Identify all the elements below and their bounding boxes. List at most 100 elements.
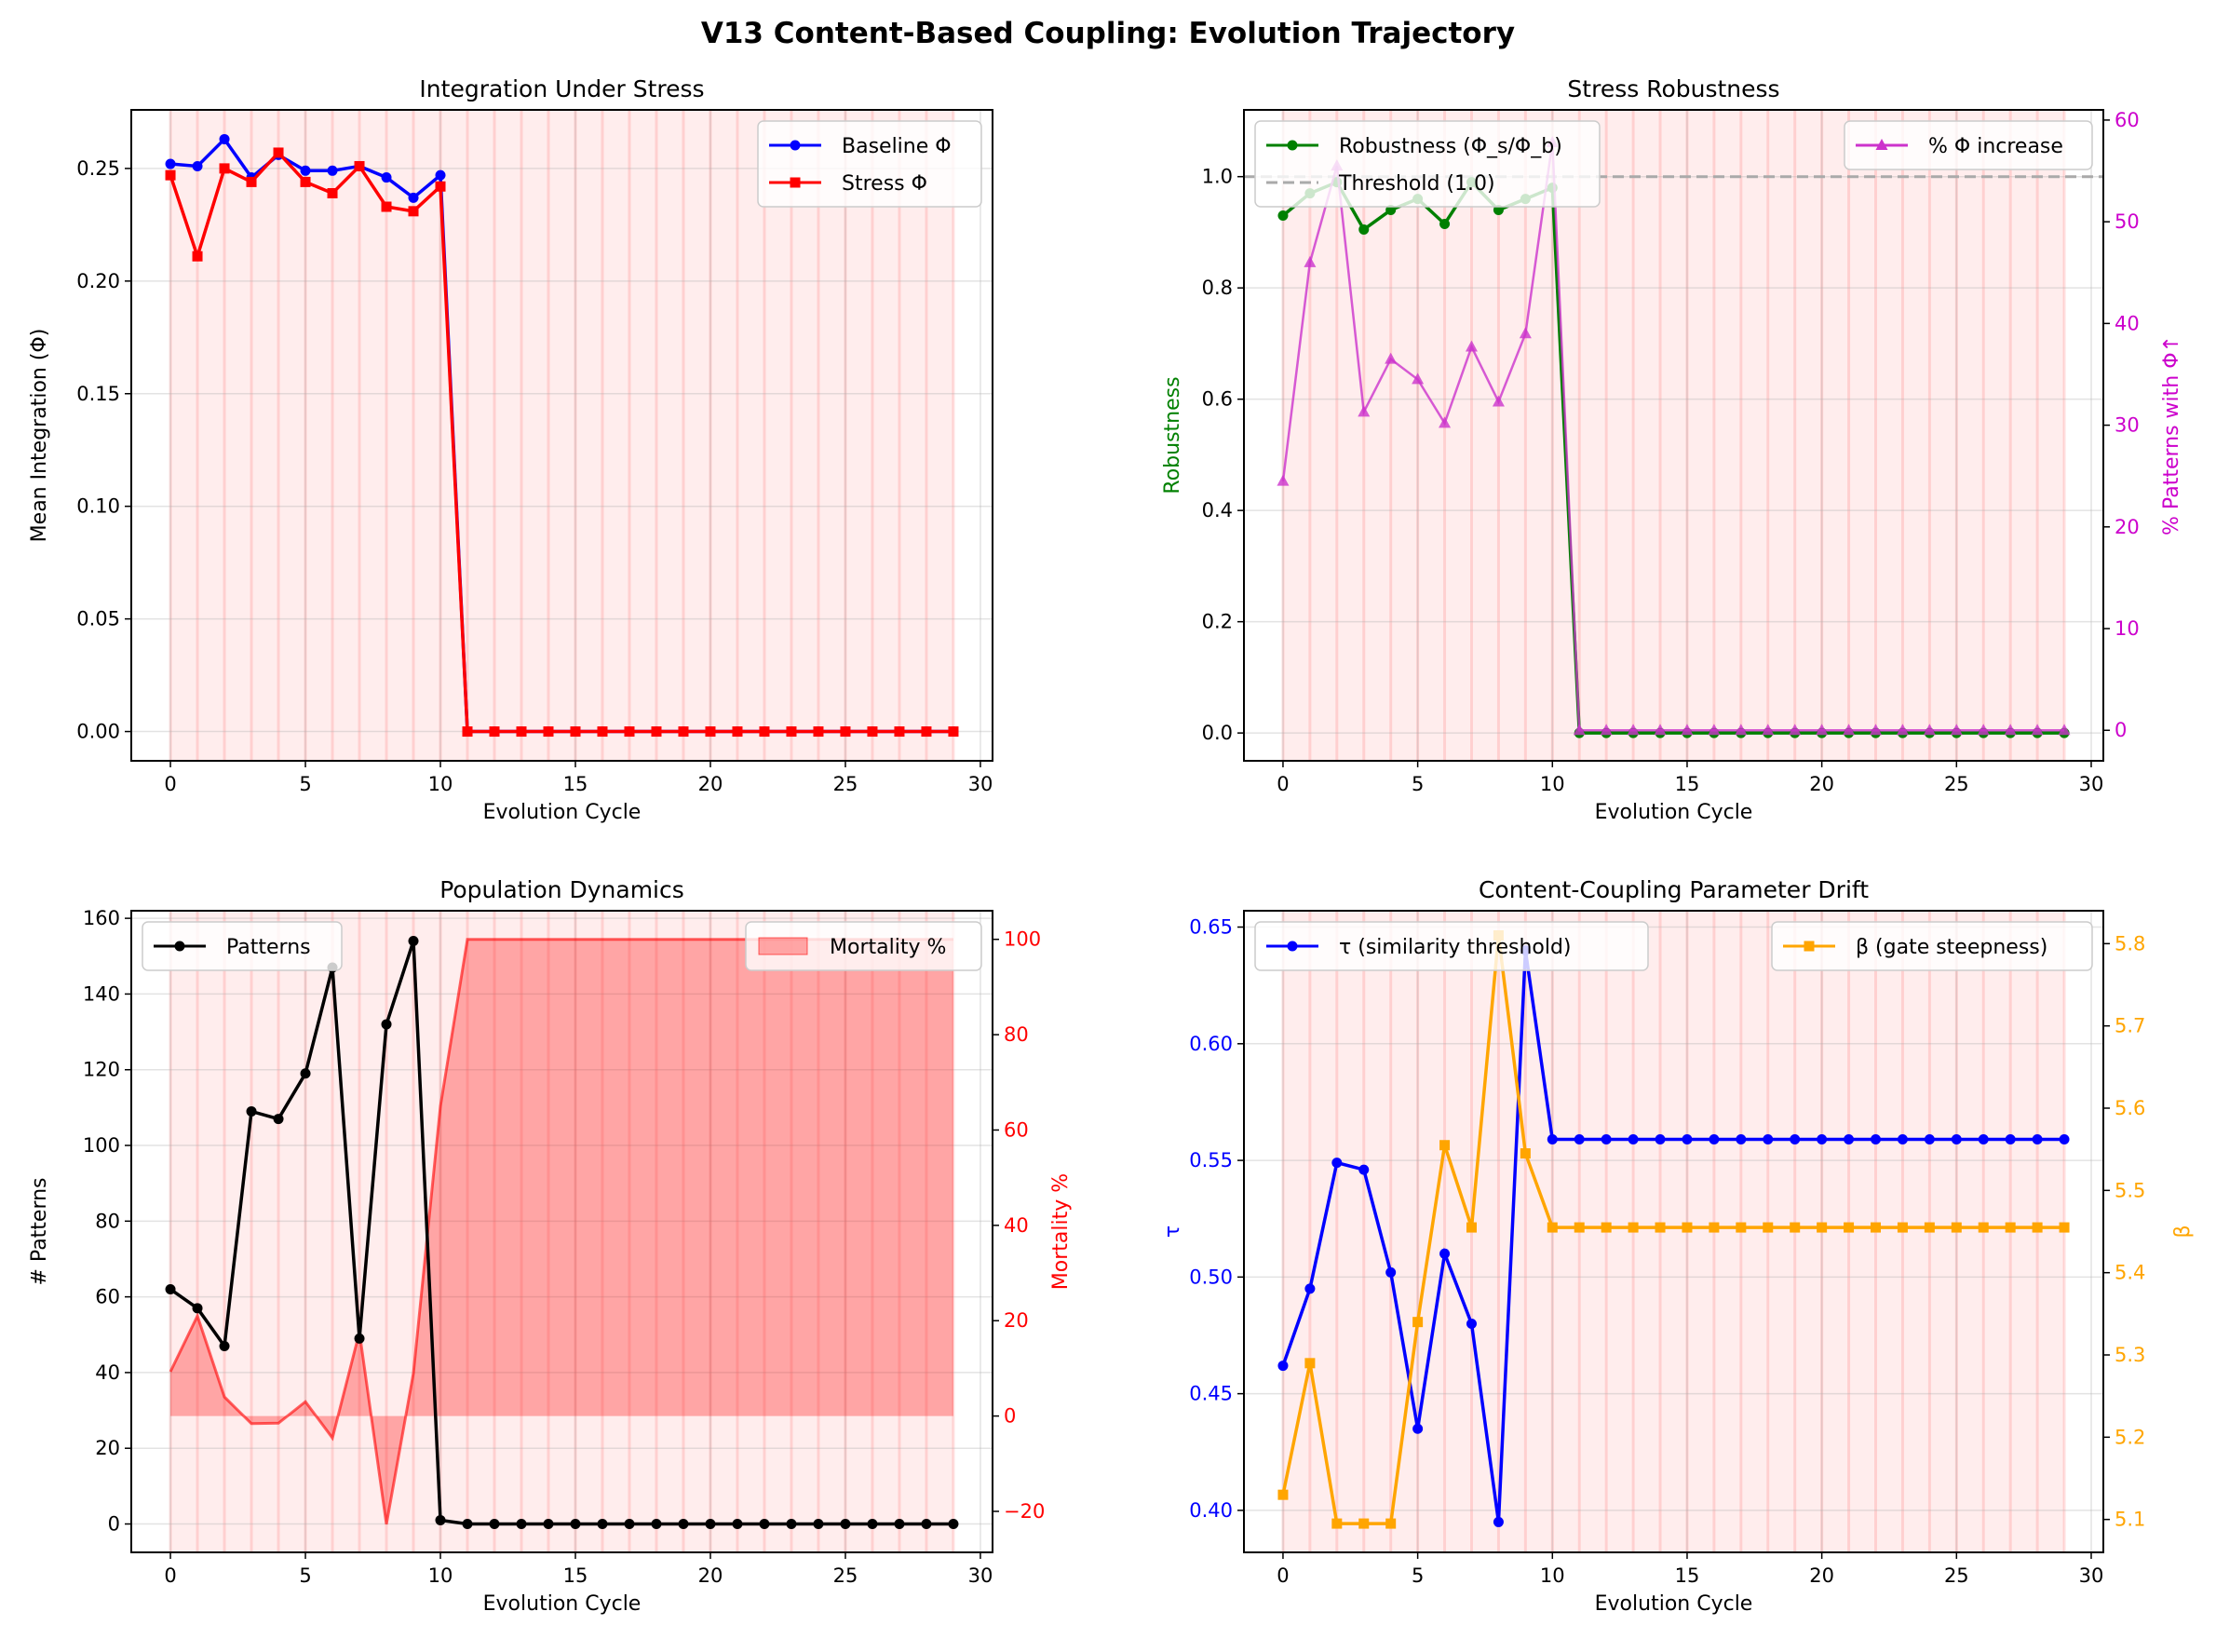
x-tick-label: 10 bbox=[1540, 773, 1565, 795]
data-point bbox=[732, 1519, 743, 1530]
data-point bbox=[1277, 1489, 1289, 1500]
data-point bbox=[219, 133, 230, 144]
data-point bbox=[705, 726, 716, 738]
legend: Robustness (Φ_s/Φ_b) Threshold (1.0) bbox=[1254, 120, 1601, 208]
data-point bbox=[381, 172, 392, 183]
data-point bbox=[1358, 223, 1370, 235]
legend: β (gate steepness) bbox=[1771, 921, 2093, 971]
data-point bbox=[1871, 1134, 1882, 1145]
data-point bbox=[624, 726, 635, 738]
data-point bbox=[1628, 1222, 1639, 1233]
legend-swatch bbox=[758, 937, 808, 955]
data-point bbox=[1897, 1134, 1908, 1145]
data-point bbox=[462, 1519, 473, 1530]
data-point bbox=[1681, 724, 1694, 736]
data-point bbox=[300, 176, 311, 187]
y2-tick-label: 30 bbox=[2115, 414, 2140, 437]
data-point bbox=[381, 201, 392, 212]
data-point bbox=[381, 1019, 392, 1030]
x-tick-label: 25 bbox=[1944, 773, 1969, 795]
data-point bbox=[1601, 1134, 1612, 1145]
data-point bbox=[1709, 1222, 1720, 1233]
data-point bbox=[1735, 724, 1748, 736]
y-tick-label: 60 bbox=[95, 1286, 120, 1308]
y2-axis-label: Mortality % bbox=[1049, 1173, 1073, 1290]
chart-title: Content-Coupling Parameter Drift bbox=[1479, 876, 1869, 903]
y-tick-label: 0.00 bbox=[76, 721, 120, 743]
data-point bbox=[1439, 218, 1451, 229]
data-point bbox=[192, 251, 203, 262]
data-point bbox=[1951, 1222, 1962, 1233]
data-point bbox=[408, 206, 419, 217]
legend-label: Stress Φ bbox=[842, 172, 927, 196]
data-point bbox=[2031, 724, 2044, 736]
data-point bbox=[1816, 724, 1829, 736]
data-point bbox=[165, 158, 176, 169]
data-point bbox=[1708, 724, 1721, 736]
data-point bbox=[1412, 372, 1425, 385]
y-tick-label: 100 bbox=[83, 1134, 120, 1157]
data-point bbox=[1519, 327, 1532, 339]
x-tick-label: 30 bbox=[968, 773, 993, 795]
data-point bbox=[354, 160, 365, 171]
y2-tick-label: 10 bbox=[2115, 617, 2140, 640]
data-point bbox=[894, 1519, 905, 1530]
data-point bbox=[948, 1519, 959, 1530]
data-point bbox=[1950, 724, 1963, 736]
legend-box bbox=[757, 120, 982, 208]
x-tick-label: 0 bbox=[1277, 1564, 1289, 1587]
data-point bbox=[273, 1114, 284, 1125]
legend-label: % Φ increase bbox=[1928, 135, 2063, 158]
data-point bbox=[1465, 340, 1478, 352]
y-tick-label: 0.6 bbox=[1202, 388, 1233, 411]
x-tick-label: 15 bbox=[563, 773, 588, 795]
data-point bbox=[1790, 1222, 1801, 1233]
legend-label: Baseline Φ bbox=[842, 135, 952, 158]
chart-title: Stress Robustness bbox=[1567, 75, 1779, 102]
y-tick-label: 80 bbox=[95, 1210, 120, 1232]
x-tick-label: 20 bbox=[698, 773, 723, 795]
series-1 bbox=[165, 147, 959, 738]
legend-box bbox=[745, 921, 982, 971]
y2-tick-label: 5.7 bbox=[2115, 1015, 2145, 1037]
data-point bbox=[1844, 1134, 1855, 1145]
data-point bbox=[597, 726, 608, 738]
x-axis-label: Evolution Cycle bbox=[1595, 801, 1753, 824]
data-point bbox=[2005, 1134, 2016, 1145]
data-point bbox=[219, 1340, 230, 1351]
y-tick-label: 0.55 bbox=[1189, 1149, 1233, 1171]
y-tick-label: 0.10 bbox=[76, 495, 120, 518]
data-point bbox=[1304, 1283, 1316, 1294]
x-tick-label: 0 bbox=[164, 773, 176, 795]
y2-axis-label: β bbox=[2171, 1225, 2195, 1238]
y-axis-label: Mean Integration (Φ) bbox=[28, 329, 51, 543]
legend-box bbox=[1254, 120, 1601, 208]
data-point bbox=[1736, 1222, 1747, 1233]
y-tick-label: 0.40 bbox=[1189, 1499, 1233, 1522]
y-tick-label: 160 bbox=[83, 907, 120, 929]
legend-box bbox=[142, 921, 343, 971]
data-point bbox=[462, 726, 473, 738]
data-point bbox=[651, 726, 662, 738]
data-point bbox=[1304, 1358, 1316, 1369]
data-point bbox=[1466, 1222, 1477, 1233]
data-point bbox=[1358, 1164, 1370, 1175]
data-point bbox=[1547, 1134, 1558, 1145]
x-tick-label: 5 bbox=[1412, 1564, 1424, 1587]
data-point bbox=[786, 726, 797, 738]
data-point bbox=[1412, 1317, 1424, 1328]
data-point bbox=[1277, 474, 1290, 486]
data-point bbox=[2059, 1134, 2070, 1145]
data-point bbox=[651, 1519, 662, 1530]
data-point bbox=[1600, 724, 1613, 736]
chart-title: Integration Under Stress bbox=[419, 75, 704, 102]
data-point bbox=[813, 726, 824, 738]
data-point bbox=[273, 147, 284, 158]
y2-tick-label: 0 bbox=[2115, 719, 2127, 741]
x-tick-label: 5 bbox=[1412, 773, 1424, 795]
data-point bbox=[516, 1519, 527, 1530]
data-point bbox=[1331, 1158, 1343, 1169]
legend-label: Robustness (Φ_s/Φ_b) bbox=[1339, 135, 1562, 158]
data-point bbox=[1439, 416, 1452, 428]
data-point bbox=[1951, 1134, 1962, 1145]
